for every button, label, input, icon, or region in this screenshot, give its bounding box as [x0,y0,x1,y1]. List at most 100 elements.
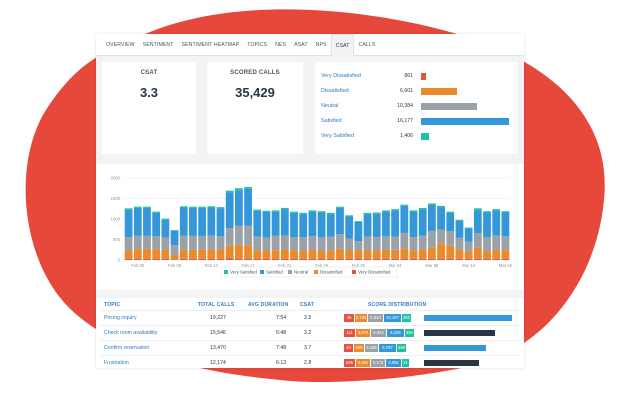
bar-dissatisfied [152,249,161,259]
distribution-label[interactable]: Dissatisfied [321,88,349,94]
tab-calls[interactable]: CALLS [358,41,376,48]
distribution-label[interactable]: Very Dissatisfied [321,73,361,79]
bar-satisfied [308,211,317,237]
x-tick-label: Mar 16 [499,263,513,268]
bar-neutral [363,236,372,250]
bar-satisfied [161,219,170,238]
bar-neutral [152,236,161,250]
x-tick-label: Feb 05 [131,263,145,268]
bar-very-dissatisfied [152,258,161,260]
score-segment: 21 [402,359,409,367]
tab-asat[interactable]: ASAT [294,41,308,48]
bar-dissatisfied [354,250,363,259]
score-segment: 3,175 [371,359,385,367]
bar-dissatisfied [382,249,390,259]
bar-very-dissatisfied [418,258,427,260]
distribution-label[interactable]: Very Satisfied [321,133,354,139]
bar-very-dissatisfied [317,258,326,260]
distribution-label[interactable]: Satisfied [321,118,342,124]
row-topic[interactable]: Pricing inquiry [104,315,137,321]
bar-very-dissatisfied [179,258,188,260]
bar-dissatisfied [216,249,225,259]
bar-very-dissatisfied [308,258,317,260]
bar-satisfied [317,212,326,238]
bar-very-dissatisfied [262,258,271,260]
bar-dissatisfied [455,249,464,259]
tab-sentiment[interactable]: SENTIMENT [142,41,174,48]
bar-very-dissatisfied [473,258,482,260]
csat-trend-chart-card: 2000 1500 1000 500 0 Feb 05 Feb 09 Feb 13 Feb 17… [96,164,524,290]
bar-very-dissatisfied [299,258,308,260]
bar-dissatisfied [400,248,409,259]
bar-dissatisfied [326,250,335,259]
bar-satisfied [400,205,409,233]
bar-very-dissatisfied [271,258,280,260]
tab-overview[interactable]: OVERVIEW [106,41,135,48]
distribution-count: 861 [404,73,413,79]
bar-very-satisfied [225,190,234,193]
csat-card: CSAT 3.3 [102,62,196,154]
bar-very-dissatisfied [464,258,473,260]
bar-very-dissatisfied [244,258,252,260]
bar-neutral [299,237,308,251]
bar-satisfied [455,220,464,238]
distribution-row-very-satisfied: Very Satisfied 1,406 [315,132,517,141]
tab-sentiment-heatmap[interactable]: SENTIMENT HEATMAP [181,41,240,48]
score-segment: 2,734 [355,314,367,322]
tab-csat[interactable]: CSAT [330,34,355,56]
bar-very-satisfied [354,221,363,222]
row-csat: 3.5 [304,315,312,321]
bar-dissatisfied [418,249,427,259]
row-total-calls: 15,546 [210,330,226,336]
score-segment: 384 [405,329,414,337]
bar-very-dissatisfied [437,258,445,260]
bar-very-satisfied [492,209,501,211]
row-topic[interactable]: Check room availability [104,330,158,336]
x-tick-label: Feb 17 [242,263,256,268]
tab-nps[interactable]: NPS [315,41,327,48]
bar-satisfied [345,216,354,239]
bar-dissatisfied [143,248,151,259]
bar-very-satisfied [455,219,464,221]
bar-neutral [345,238,354,251]
distribution-label[interactable]: Neutral [321,103,339,109]
legend-label-neutral[interactable]: Neutral [294,270,308,275]
score-segment: 10,167 [384,314,401,322]
tab-nes[interactable]: NES [275,41,287,48]
bar-satisfied [427,204,436,231]
legend-label-dissatisfied[interactable]: Dissatisfied [320,270,343,275]
legend-label-very-satisfied[interactable]: Very Satisfied [230,270,257,275]
bar-neutral [317,237,326,251]
bar-very-dissatisfied [234,258,243,260]
row-topic[interactable]: Confirm reservation [104,345,150,351]
bar-satisfied [244,188,252,226]
row-avg-duration: 7:54 [276,315,287,321]
row-total-calls: 12,174 [210,360,226,366]
table-row: Confirm reservation 13,470 7:48 3.7 40 689 3,4… [100,340,520,355]
bar-dissatisfied [345,250,354,259]
bar-satisfied [143,207,151,236]
tab-topics[interactable]: TOPICS [247,41,268,48]
legend-label-very-dissatisfied[interactable]: Very Dissatisfied [358,270,391,275]
bar-neutral [207,235,216,250]
bar-very-satisfied [464,227,473,229]
row-total-bar [424,345,486,351]
row-topic[interactable]: Frustration [104,360,129,366]
table-row: Frustration 12,174 6:13 2.8 645 4,461 3,175 3,6… [100,355,520,368]
bar-very-satisfied [409,210,418,212]
legend-label-satisfied[interactable]: Satisfied [266,270,283,275]
x-tick-label: Feb 29 [352,263,366,268]
row-csat: 3.2 [304,330,312,336]
score-segment: 3,652 [386,359,401,367]
bar-satisfied [372,213,381,238]
bar-dissatisfied [280,249,289,259]
csat-trend-chart: 2000 1500 1000 500 0 Feb 05 Feb 09 Feb 13 Feb 17… [111,176,513,278]
bar-dissatisfied [133,249,142,259]
bar-very-dissatisfied [446,258,455,260]
bar-very-satisfied [418,207,427,210]
x-tick-label: Feb 09 [168,263,182,268]
dashboard-window: OVERVIEW SENTIMENT SENTIMENT HEATMAP TOPICS… [96,34,524,368]
bar-very-satisfied [179,206,188,208]
y-tick-label: 500 [113,237,121,242]
bar-neutral [391,236,400,250]
